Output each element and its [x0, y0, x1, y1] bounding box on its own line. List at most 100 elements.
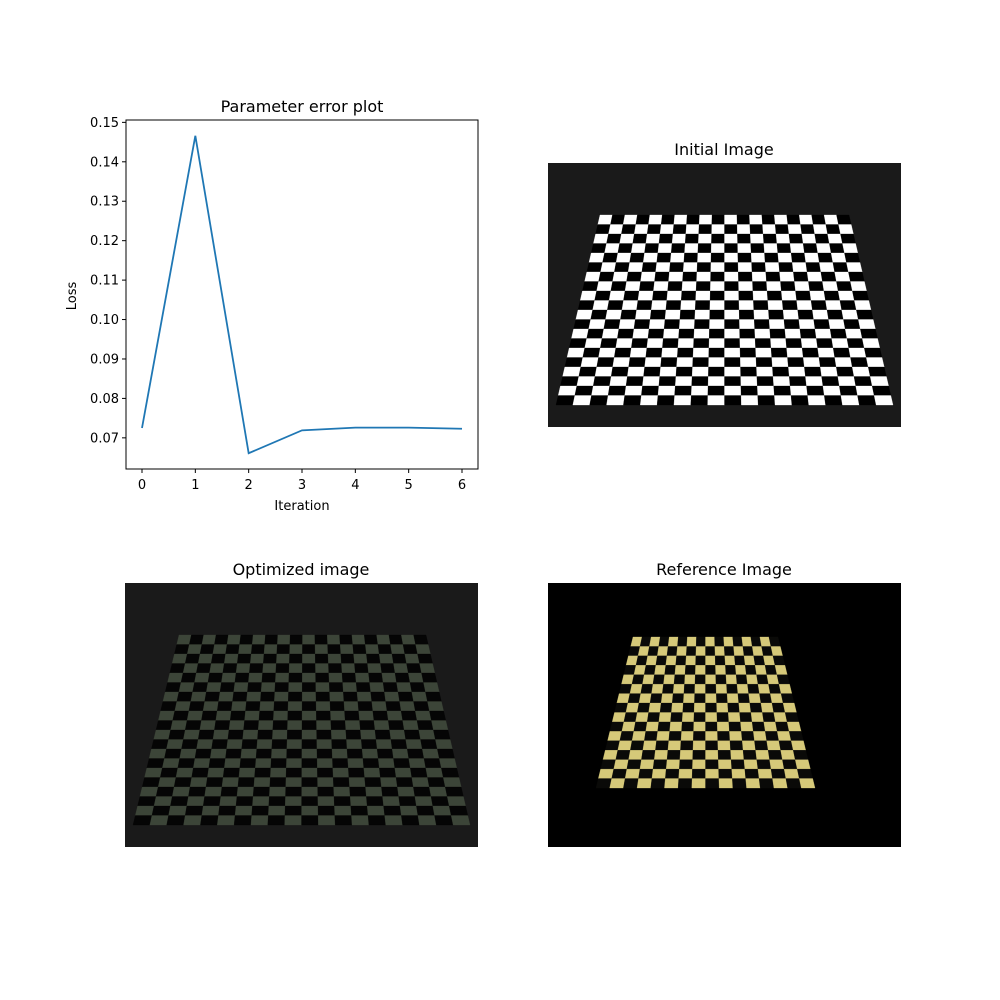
checker-square	[417, 653, 433, 664]
checker-square	[160, 767, 178, 778]
checker-square	[654, 271, 670, 282]
checker-square	[697, 243, 712, 254]
checker-square	[135, 805, 155, 816]
checker-square	[226, 739, 243, 750]
checker-square	[302, 663, 316, 674]
checker-square	[769, 328, 786, 339]
checker-square	[605, 309, 623, 320]
checker-square	[750, 712, 764, 723]
checker-square	[664, 309, 681, 320]
checker-square	[667, 740, 682, 751]
checker-square	[361, 748, 379, 759]
checker-square	[301, 710, 317, 721]
checker-square	[604, 243, 620, 254]
checker-square	[799, 778, 816, 789]
checker-square	[256, 739, 273, 750]
checker-square	[697, 252, 712, 263]
checker-square	[558, 385, 577, 396]
checker-square	[607, 731, 623, 741]
checker-square	[740, 385, 758, 396]
checker-square	[832, 262, 849, 273]
checker-square	[648, 319, 666, 330]
checker-square	[822, 281, 839, 292]
checker-square	[821, 376, 840, 387]
checker-square	[843, 319, 861, 330]
checker-square	[327, 653, 342, 664]
checker-square	[623, 395, 642, 406]
checker-square	[329, 701, 345, 712]
checker-square	[774, 214, 789, 225]
y-tick-label: 0.08	[90, 392, 119, 407]
checker-square	[588, 252, 605, 263]
checker-square	[633, 665, 647, 675]
checker-square	[711, 233, 725, 244]
checker-square	[772, 778, 788, 789]
checker-square	[782, 309, 800, 320]
checker-square	[401, 634, 416, 645]
checker-square	[179, 748, 197, 759]
checker-square	[693, 328, 710, 339]
checker-square	[286, 748, 303, 759]
checker-square	[715, 674, 727, 685]
checker-square	[252, 786, 270, 797]
checker-square	[391, 653, 407, 664]
checker-square	[219, 796, 238, 807]
checker-square	[692, 740, 706, 751]
checker-square	[431, 720, 449, 731]
checker-square	[663, 319, 681, 330]
checker-square	[259, 701, 275, 712]
checker-square	[399, 701, 416, 712]
checker-square	[354, 663, 369, 674]
checker-square	[732, 636, 744, 647]
checker-square	[729, 740, 744, 751]
checker-square	[345, 720, 361, 731]
checker-square	[287, 710, 303, 721]
checker-square	[333, 796, 351, 807]
checker-square	[679, 319, 695, 330]
checker-square	[707, 395, 725, 406]
checker-square	[334, 815, 353, 826]
checker-square	[751, 252, 766, 263]
checker-square	[742, 740, 756, 751]
checker-square	[763, 243, 778, 254]
checker-square	[738, 281, 754, 292]
checker-square	[272, 720, 288, 731]
x-ticks: 0 1 2 3 4 5 6	[138, 469, 466, 493]
checker-square	[575, 309, 593, 320]
checker-square	[631, 674, 645, 685]
checker-square	[872, 385, 891, 396]
checker-square	[800, 224, 815, 235]
checker-square	[564, 357, 583, 368]
checker-square	[716, 702, 729, 713]
checker-square	[262, 663, 277, 674]
checker-square	[684, 243, 699, 254]
checker-square	[369, 682, 385, 693]
checker-square	[692, 759, 706, 770]
checker-square	[410, 767, 428, 778]
checker-square	[628, 357, 646, 368]
checker-square	[766, 290, 783, 301]
x-tick-label: 0	[138, 478, 146, 493]
checker-square	[435, 739, 453, 750]
checker-square	[693, 721, 706, 732]
checker-square	[786, 214, 801, 225]
checker-square	[728, 712, 741, 723]
checker-square	[600, 338, 618, 349]
checker-square	[709, 300, 725, 311]
checker-square	[724, 328, 740, 339]
checker-square	[666, 759, 681, 770]
checker-square	[225, 748, 242, 759]
checker-square	[359, 720, 376, 731]
checker-square	[743, 655, 756, 666]
checker-square	[695, 646, 706, 657]
checker-square	[385, 701, 402, 712]
checker-square	[211, 653, 226, 664]
checker-square	[836, 366, 855, 377]
checker-square	[186, 710, 204, 721]
checker-square	[691, 768, 706, 779]
checker-square	[166, 739, 184, 750]
reference-checkerboard	[595, 636, 816, 789]
checker-square	[617, 740, 633, 751]
checker-square	[708, 366, 725, 377]
checker-square	[214, 634, 229, 645]
